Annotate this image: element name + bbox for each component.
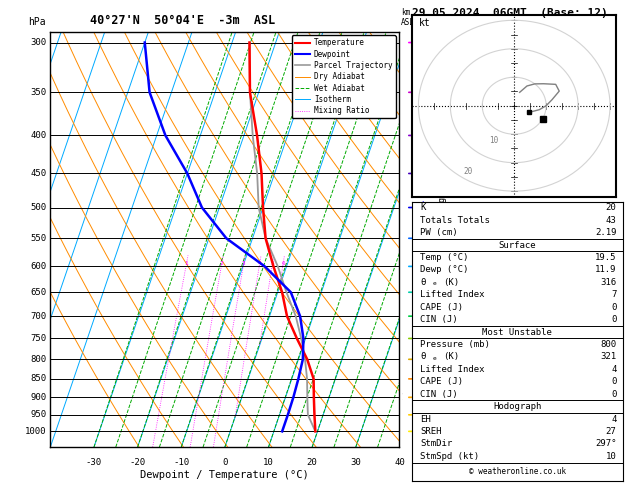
- Text: 3: 3: [242, 261, 245, 266]
- Text: 450: 450: [30, 169, 46, 178]
- Text: 316: 316: [600, 278, 616, 287]
- Text: 5: 5: [270, 261, 274, 266]
- Text: Temp (°C): Temp (°C): [420, 253, 469, 262]
- Text: θ: θ: [420, 278, 426, 287]
- Text: CIN (J): CIN (J): [420, 315, 458, 324]
- Text: 27: 27: [606, 427, 616, 436]
- Text: Most Unstable: Most Unstable: [482, 328, 552, 337]
- Text: 1: 1: [184, 261, 188, 266]
- Text: 11.9: 11.9: [595, 265, 616, 275]
- Text: -10: -10: [173, 457, 189, 467]
- Text: 2.19: 2.19: [595, 228, 616, 237]
- Text: SREH: SREH: [420, 427, 442, 436]
- Text: Dewp (°C): Dewp (°C): [420, 265, 469, 275]
- Text: 321: 321: [600, 352, 616, 362]
- Text: 400: 400: [30, 131, 46, 140]
- Text: 20: 20: [463, 167, 472, 176]
- Text: 40°27'N  50°04'E  -3m  ASL: 40°27'N 50°04'E -3m ASL: [91, 15, 276, 27]
- Text: StmSpd (kt): StmSpd (kt): [420, 452, 479, 461]
- Text: CAPE (J): CAPE (J): [420, 303, 464, 312]
- Text: -3: -3: [401, 314, 411, 323]
- Text: © weatheronline.co.uk: © weatheronline.co.uk: [469, 468, 566, 476]
- Text: EH: EH: [420, 415, 431, 423]
- Text: 7: 7: [611, 290, 616, 299]
- Text: 350: 350: [30, 88, 46, 97]
- Text: 10: 10: [606, 452, 616, 461]
- Text: K: K: [420, 204, 426, 212]
- Text: -20: -20: [130, 457, 146, 467]
- Text: -1: -1: [401, 395, 411, 404]
- Text: 1LCL: 1LCL: [401, 393, 420, 402]
- Text: 650: 650: [30, 288, 46, 297]
- Text: 800: 800: [600, 340, 616, 349]
- Text: km
ASL: km ASL: [401, 8, 415, 27]
- Text: Surface: Surface: [499, 241, 536, 250]
- Text: 950: 950: [30, 410, 46, 419]
- Text: 10: 10: [263, 457, 274, 467]
- Text: 20: 20: [606, 204, 616, 212]
- Text: 0: 0: [611, 390, 616, 399]
- Text: hPa: hPa: [28, 17, 45, 27]
- Text: PW (cm): PW (cm): [420, 228, 458, 237]
- Text: 43: 43: [606, 216, 616, 225]
- Text: Mixing Ratio (g/kg): Mixing Ratio (g/kg): [438, 192, 447, 287]
- Text: 4: 4: [611, 415, 616, 423]
- Text: 0: 0: [611, 315, 616, 324]
- Text: Totals Totals: Totals Totals: [420, 216, 490, 225]
- Text: 0: 0: [611, 377, 616, 386]
- Text: -2: -2: [401, 353, 411, 362]
- Text: -30: -30: [86, 457, 102, 467]
- Text: e: e: [433, 281, 437, 286]
- Text: 4: 4: [611, 365, 616, 374]
- Text: 6: 6: [281, 261, 285, 266]
- Text: 600: 600: [30, 262, 46, 271]
- Text: -5: -5: [401, 240, 411, 249]
- Text: 700: 700: [30, 312, 46, 321]
- Text: -8: -8: [401, 127, 411, 136]
- Text: 900: 900: [30, 393, 46, 402]
- Legend: Temperature, Dewpoint, Parcel Trajectory, Dry Adiabat, Wet Adiabat, Isotherm, Mi: Temperature, Dewpoint, Parcel Trajectory…: [292, 35, 396, 118]
- Text: -4: -4: [401, 277, 411, 286]
- Text: 500: 500: [30, 203, 46, 212]
- Text: CIN (J): CIN (J): [420, 390, 458, 399]
- Text: Dewpoint / Temperature (°C): Dewpoint / Temperature (°C): [140, 470, 309, 480]
- Text: 2: 2: [220, 261, 224, 266]
- Text: 800: 800: [30, 355, 46, 364]
- Text: 30: 30: [350, 457, 361, 467]
- Text: StmDir: StmDir: [420, 439, 453, 449]
- Text: 1000: 1000: [25, 427, 46, 436]
- Text: kt: kt: [418, 18, 430, 28]
- Text: 297°: 297°: [595, 439, 616, 449]
- Text: 40: 40: [394, 457, 405, 467]
- Text: θ: θ: [420, 352, 426, 362]
- Text: (K): (K): [443, 352, 460, 362]
- Text: 300: 300: [30, 38, 46, 47]
- Text: 0: 0: [611, 303, 616, 312]
- Text: 29.05.2024  06GMT  (Base: 12): 29.05.2024 06GMT (Base: 12): [412, 8, 608, 18]
- Text: Hodograph: Hodograph: [493, 402, 542, 411]
- Text: (K): (K): [443, 278, 460, 287]
- Text: 10: 10: [489, 136, 498, 145]
- Text: -6: -6: [401, 202, 411, 211]
- Text: e: e: [433, 356, 437, 361]
- Text: Lifted Index: Lifted Index: [420, 290, 485, 299]
- Text: 4: 4: [258, 261, 262, 266]
- Text: 550: 550: [30, 234, 46, 243]
- Text: Pressure (mb): Pressure (mb): [420, 340, 490, 349]
- Text: CAPE (J): CAPE (J): [420, 377, 464, 386]
- Text: 20: 20: [307, 457, 318, 467]
- Text: -7: -7: [401, 165, 411, 174]
- Text: 19.5: 19.5: [595, 253, 616, 262]
- Text: 0: 0: [222, 457, 228, 467]
- Text: 850: 850: [30, 374, 46, 383]
- Text: Lifted Index: Lifted Index: [420, 365, 485, 374]
- Text: 750: 750: [30, 334, 46, 343]
